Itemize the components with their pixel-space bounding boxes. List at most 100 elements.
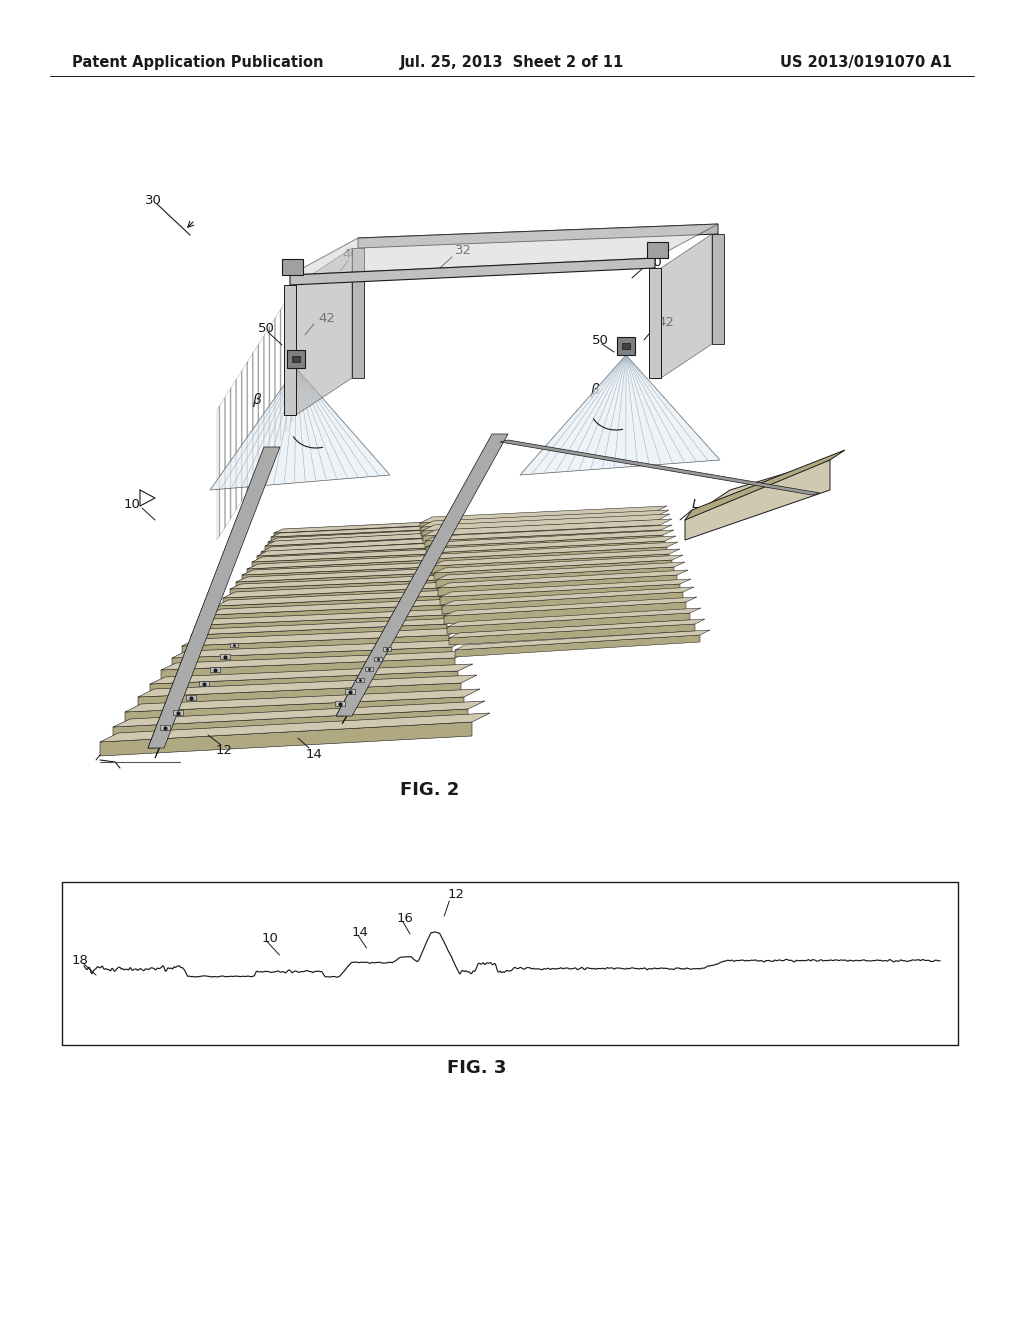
Text: 12: 12 bbox=[447, 888, 464, 902]
Polygon shape bbox=[438, 576, 677, 597]
Polygon shape bbox=[161, 651, 470, 671]
Polygon shape bbox=[292, 356, 300, 362]
Polygon shape bbox=[455, 635, 700, 657]
Polygon shape bbox=[455, 630, 710, 649]
Polygon shape bbox=[426, 535, 663, 554]
Polygon shape bbox=[230, 579, 436, 597]
Polygon shape bbox=[252, 549, 438, 562]
Polygon shape bbox=[271, 525, 430, 537]
Polygon shape bbox=[336, 434, 508, 715]
Polygon shape bbox=[434, 560, 672, 581]
Polygon shape bbox=[265, 533, 433, 546]
Text: Jul. 25, 2013  Sheet 2 of 11: Jul. 25, 2013 Sheet 2 of 11 bbox=[400, 54, 624, 70]
Polygon shape bbox=[430, 546, 667, 568]
Polygon shape bbox=[208, 599, 455, 615]
Polygon shape bbox=[432, 549, 680, 566]
Text: FIG. 3: FIG. 3 bbox=[447, 1059, 507, 1077]
Polygon shape bbox=[242, 568, 432, 582]
Text: 50: 50 bbox=[258, 322, 274, 334]
Text: L: L bbox=[692, 499, 699, 511]
Polygon shape bbox=[236, 573, 434, 590]
Text: 42: 42 bbox=[318, 312, 335, 325]
Polygon shape bbox=[186, 696, 196, 700]
Text: 10: 10 bbox=[261, 932, 279, 945]
Polygon shape bbox=[712, 234, 724, 345]
Polygon shape bbox=[216, 590, 452, 606]
Polygon shape bbox=[290, 257, 655, 285]
Polygon shape bbox=[352, 248, 364, 378]
Polygon shape bbox=[421, 510, 669, 527]
Polygon shape bbox=[148, 449, 272, 748]
Polygon shape bbox=[420, 506, 667, 523]
Polygon shape bbox=[138, 675, 477, 697]
Polygon shape bbox=[449, 619, 705, 638]
Polygon shape bbox=[447, 609, 701, 627]
Text: 40: 40 bbox=[342, 248, 358, 261]
Polygon shape bbox=[161, 657, 455, 681]
Polygon shape bbox=[208, 605, 442, 624]
Polygon shape bbox=[383, 647, 391, 651]
Polygon shape bbox=[200, 615, 444, 634]
Text: 14: 14 bbox=[351, 925, 369, 939]
Polygon shape bbox=[138, 682, 461, 709]
Polygon shape bbox=[200, 609, 457, 624]
Text: 10: 10 bbox=[123, 499, 140, 511]
Text: US 2013/0191070 A1: US 2013/0191070 A1 bbox=[780, 54, 952, 70]
Text: 12: 12 bbox=[216, 743, 233, 756]
Polygon shape bbox=[356, 678, 364, 682]
Polygon shape bbox=[617, 337, 635, 355]
Polygon shape bbox=[365, 667, 373, 671]
Polygon shape bbox=[438, 570, 688, 587]
Text: 14: 14 bbox=[306, 747, 323, 760]
Polygon shape bbox=[148, 447, 280, 748]
Polygon shape bbox=[191, 618, 460, 635]
Polygon shape bbox=[100, 713, 490, 742]
Text: β: β bbox=[252, 393, 261, 407]
Polygon shape bbox=[444, 602, 686, 624]
Polygon shape bbox=[172, 647, 452, 668]
Polygon shape bbox=[236, 568, 445, 582]
Polygon shape bbox=[428, 536, 676, 553]
Polygon shape bbox=[125, 689, 480, 711]
Polygon shape bbox=[274, 525, 420, 539]
Polygon shape bbox=[230, 643, 238, 647]
Polygon shape bbox=[662, 234, 712, 378]
Polygon shape bbox=[191, 624, 447, 645]
Polygon shape bbox=[125, 697, 464, 723]
Polygon shape bbox=[113, 701, 485, 727]
Polygon shape bbox=[252, 554, 428, 569]
Polygon shape bbox=[421, 516, 657, 536]
Text: 18: 18 bbox=[72, 953, 89, 966]
Polygon shape bbox=[274, 521, 429, 533]
Polygon shape bbox=[422, 520, 658, 540]
Polygon shape bbox=[150, 664, 473, 684]
Polygon shape bbox=[342, 442, 498, 723]
Polygon shape bbox=[261, 539, 435, 552]
Polygon shape bbox=[336, 436, 500, 715]
Text: 16: 16 bbox=[397, 912, 414, 924]
Polygon shape bbox=[100, 722, 472, 756]
Polygon shape bbox=[242, 562, 443, 576]
Polygon shape bbox=[440, 583, 680, 605]
Polygon shape bbox=[210, 667, 220, 672]
Polygon shape bbox=[150, 671, 458, 696]
Polygon shape bbox=[442, 591, 683, 614]
Polygon shape bbox=[622, 343, 630, 348]
Polygon shape bbox=[216, 597, 440, 615]
Polygon shape bbox=[432, 554, 669, 574]
Polygon shape bbox=[247, 560, 430, 576]
Polygon shape bbox=[685, 459, 830, 540]
Polygon shape bbox=[62, 882, 958, 1045]
Polygon shape bbox=[436, 568, 674, 587]
Polygon shape bbox=[220, 653, 230, 659]
Text: FIG. 2: FIG. 2 bbox=[400, 781, 460, 799]
Polygon shape bbox=[287, 350, 305, 368]
Polygon shape bbox=[430, 543, 678, 558]
Text: 50: 50 bbox=[592, 334, 609, 346]
Polygon shape bbox=[290, 224, 718, 275]
Polygon shape bbox=[160, 725, 170, 730]
Polygon shape bbox=[182, 635, 449, 656]
Polygon shape bbox=[442, 587, 694, 606]
Polygon shape bbox=[422, 513, 670, 531]
Polygon shape bbox=[257, 543, 436, 556]
